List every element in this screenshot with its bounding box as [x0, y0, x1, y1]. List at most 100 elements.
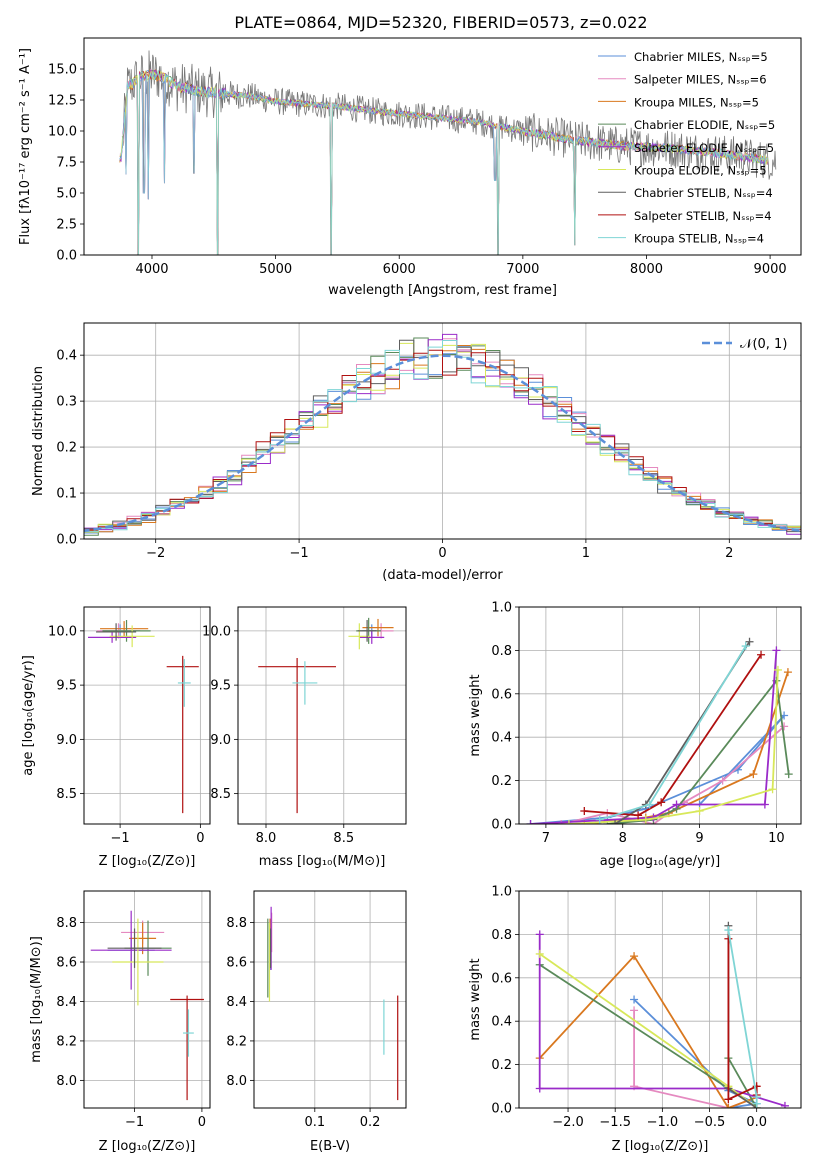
weight-marker-salp-elodie	[780, 1101, 789, 1108]
y-axis-label: mass weight	[468, 674, 483, 756]
y-axis-label: Flux [fλ10⁻¹⁷ erg cm⁻² s⁻¹ A⁻¹]	[18, 48, 33, 245]
x-tick-label: −2.0	[552, 1115, 584, 1130]
weight-marker-krou-elodie	[564, 820, 573, 824]
weight-line-krou-stelib	[599, 645, 747, 821]
x-axis-label: wavelength [Angstrom, rest frame]	[328, 283, 557, 298]
y-tick-label: 0.8	[491, 928, 512, 943]
panel-weight-vs-z: −2.0 −1.5 −1.0 −0.5 0.0 0.0 0.2 0.4 0.6 0.8 1.0 Z […	[468, 885, 802, 1154]
x-tick-label: 9	[695, 831, 703, 846]
weight-marker-krou-stelib	[724, 926, 733, 935]
x-tick-label: 10	[768, 831, 785, 846]
weight-marker-salp-elodie	[535, 1084, 544, 1093]
weight-line-chab-elodie	[539, 964, 758, 1108]
x-tick-label: 7000	[506, 262, 539, 277]
axes-frame	[518, 606, 802, 825]
y-tick-label: 0.2	[491, 774, 512, 789]
y-tick-label: 8.5	[210, 787, 231, 802]
weight-marker-salp-stelib	[634, 811, 643, 820]
y-tick-label: 8.4	[226, 995, 247, 1010]
weight-marker-salp-stelib	[580, 806, 589, 815]
legend-label: Kroupa MILES, Nₛₛₚ=5	[634, 95, 759, 109]
panel-age-vs-z: −1 0 8.5 9.0 9.5 10.0 Z [log₁₀(Z/Z⊙)] age [log₁…	[21, 606, 211, 869]
y-tick-label: 15.0	[48, 63, 77, 78]
y-tick-label: 0.1	[56, 487, 77, 502]
y-tick-label: 8.0	[56, 1074, 77, 1089]
x-axis-label: Z [log₁₀(Z/Z⊙)]	[612, 1139, 709, 1154]
x-tick-label: 0.2	[360, 1115, 381, 1130]
spectrum-line-krou-elodie	[119, 70, 768, 255]
y-tick-label: 10.0	[202, 624, 231, 639]
weight-marker-salp-miles	[718, 776, 727, 785]
legend-label: Chabrier ELODIE, Nₛₛₚ=5	[634, 118, 775, 132]
plot-area	[88, 620, 199, 814]
weight-line-salp-stelib	[727, 938, 758, 1101]
y-tick-label: 8.2	[56, 1034, 77, 1049]
legend-label: Salpeter STELIB, Nₛₛₚ=4	[634, 209, 772, 223]
y-tick-label: 0.4	[491, 731, 512, 746]
weight-marker-chab-miles	[630, 995, 639, 1004]
x-tick-label: −0.5	[694, 1115, 726, 1130]
x-tick-label: 8000	[630, 262, 663, 277]
weight-marker-krou-miles	[724, 1104, 733, 1108]
x-tick-label: −1	[111, 831, 130, 846]
weight-line-chab-miles	[530, 714, 785, 824]
y-tick-label: 2.5	[56, 218, 77, 233]
weight-marker-salp-elodie	[535, 930, 544, 939]
axes-frame	[83, 606, 211, 825]
weight-line-krou-elodie	[568, 669, 779, 824]
y-tick-label: 0.6	[491, 971, 512, 986]
x-tick-label: −2	[146, 546, 165, 561]
weight-marker-krou-miles	[749, 770, 758, 779]
y-tick-label: 1.0	[491, 885, 512, 900]
legend-label: Chabrier STELIB, Nₛₛₚ=4	[634, 186, 773, 200]
panel-spectrum: 4000 5000 6000 7000 8000 9000 0.0 2.5 5.0 7.5 10.0…	[18, 37, 802, 298]
y-tick-label: 9.5	[56, 679, 77, 694]
legend-label: Kroupa STELIB, Nₛₛₚ=4	[634, 232, 764, 246]
legend-label: Salpeter MILES, Nₛₛₚ=6	[634, 73, 767, 87]
plot-area	[84, 333, 801, 538]
legend-label: Chabrier MILES, Nₛₛₚ=5	[634, 50, 768, 64]
legend-label: Kroupa ELODIE, Nₛₛₚ=5	[634, 164, 767, 178]
weight-marker-krou-stelib	[741, 642, 750, 651]
x-tick-label: 2	[725, 546, 733, 561]
plot-area	[258, 617, 394, 814]
y-tick-label: 0.3	[56, 395, 77, 410]
x-tick-label: 8.5	[333, 831, 354, 846]
y-tick-label: 7.5	[56, 156, 77, 171]
x-tick-label: 0.0	[746, 1115, 767, 1130]
legend-label: 𝒩(0, 1)	[740, 337, 787, 352]
plot-area	[119, 50, 777, 255]
y-tick-label: 0.0	[491, 1102, 512, 1117]
y-tick-label: 8.6	[226, 956, 247, 971]
weight-line-chab-stelib	[614, 641, 751, 824]
weight-marker-salp-miles	[557, 820, 566, 824]
weight-marker-salp-stelib	[724, 934, 733, 943]
x-tick-label: −1	[290, 546, 309, 561]
x-tick-label: 6000	[383, 262, 416, 277]
weight-marker-salp-elodie	[526, 820, 535, 824]
x-axis-label: mass [log₁₀(M/M⊙)]	[259, 854, 386, 869]
y-axis-label: Normed distribution	[31, 366, 46, 496]
x-tick-label: 0	[198, 1115, 206, 1130]
y-tick-label: 10.0	[48, 624, 77, 639]
x-tick-label: 9000	[754, 262, 787, 277]
weight-marker-chab-stelib	[745, 637, 754, 646]
weight-marker-chab-elodie	[784, 770, 793, 779]
weight-marker-salp-stelib	[724, 1095, 733, 1104]
y-tick-label: 0.0	[491, 818, 512, 833]
x-tick-label: 7	[542, 831, 550, 846]
y-tick-label: 0.2	[56, 441, 77, 456]
weight-marker-salp-stelib	[757, 650, 766, 659]
axes-frame	[253, 890, 407, 1109]
x-axis-label: Z [log₁₀(Z/Z⊙)]	[99, 854, 196, 869]
weight-marker-krou-miles	[783, 668, 792, 677]
panel-weight-vs-age: 7 8 9 10 0.0 0.2 0.4 0.6 0.8 1.0 age [log₁₀(age/yr…	[468, 601, 802, 869]
y-tick-label: 1.0	[491, 601, 512, 616]
weight-line-salp-stelib	[584, 654, 762, 817]
plot-area	[526, 637, 793, 824]
y-axis-label: mass [log₁₀(M/M⊙)]	[29, 936, 44, 1063]
y-tick-label: 8.2	[226, 1034, 247, 1049]
y-tick-label: 9.0	[210, 733, 231, 748]
axes-frame	[83, 890, 211, 1109]
